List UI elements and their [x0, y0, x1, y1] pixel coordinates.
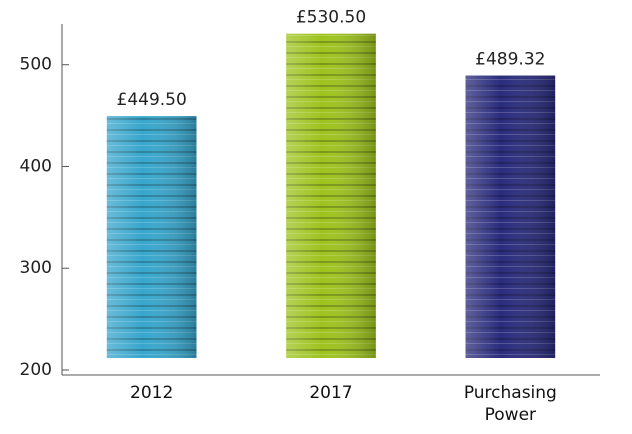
bar-shade	[106, 116, 197, 358]
y-tick-label: 300	[20, 258, 52, 278]
x-tick-label: Purchasing Power	[463, 383, 557, 425]
x-tick-label: 2012	[130, 383, 174, 403]
y-tick-label: 400	[20, 156, 52, 176]
bar-shade	[465, 75, 556, 359]
y-tick-label: 500	[20, 55, 52, 75]
x-tick-label: 2017	[309, 383, 353, 403]
y-tick-label: 200	[20, 360, 52, 380]
value-label: £530.50	[296, 8, 366, 28]
value-label: £449.50	[117, 90, 187, 110]
bar-shade	[286, 33, 376, 358]
value-label: £489.32	[475, 50, 545, 70]
